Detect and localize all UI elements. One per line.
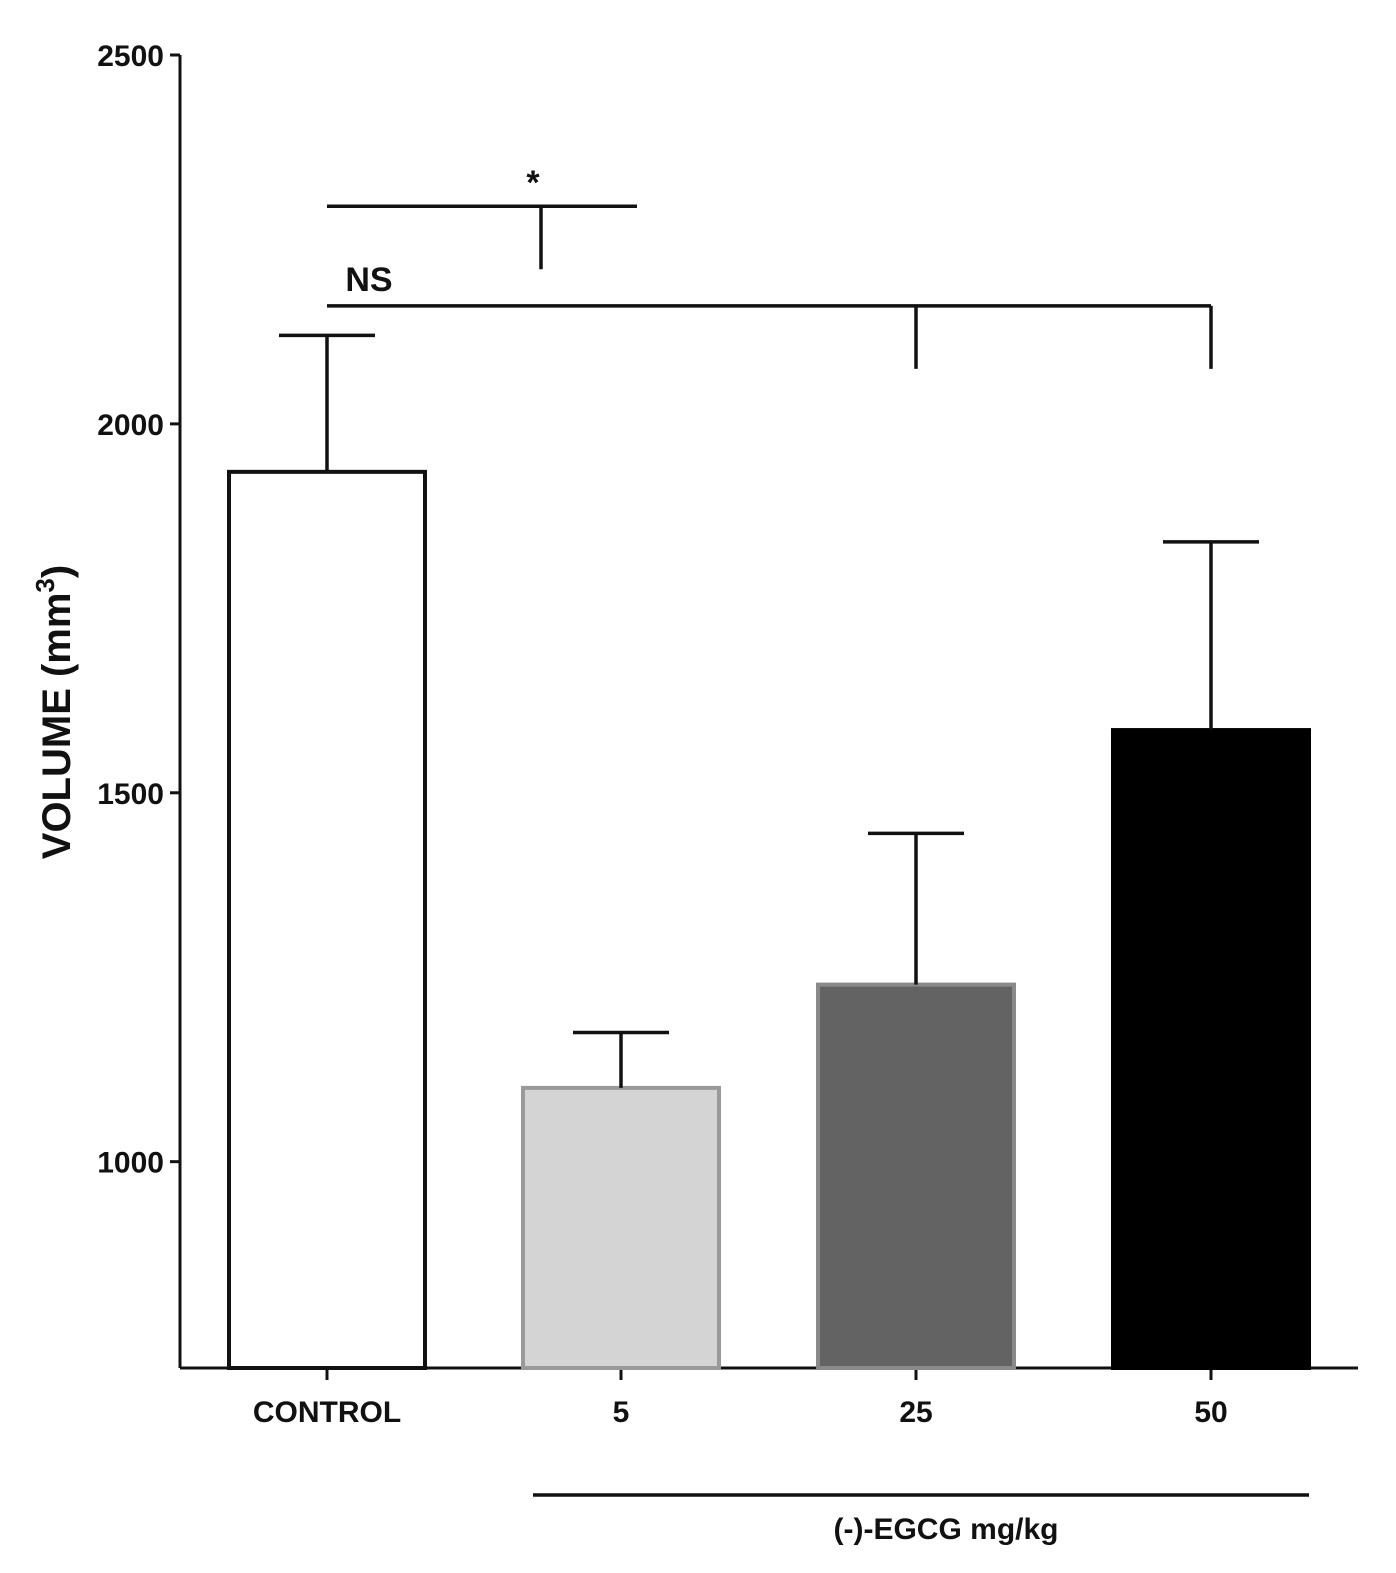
y-tick-label: 2000: [97, 409, 164, 442]
bar: [1111, 728, 1311, 1370]
x-tick-label: CONTROL: [253, 1396, 401, 1429]
significance-label: *: [526, 164, 540, 202]
bar: [227, 469, 427, 1371]
y-axis-title-close: ): [35, 565, 79, 578]
y-axis-title-main: VOLUME (mm: [35, 593, 79, 860]
x-tick-label: 5: [613, 1396, 630, 1429]
labels: CONTROL 5 25 50 VOLUME (mm3) (-)-EGCG mg/kg: [30, 565, 1309, 1546]
bar: [521, 1085, 721, 1371]
bars: [227, 469, 1311, 1371]
y-axis-title: VOLUME (mm3): [30, 565, 79, 859]
y-axis-title-superscript: 3: [30, 578, 60, 592]
y-tick-label: 1500: [97, 778, 164, 811]
group-label: (-)-EGCG mg/kg: [834, 1513, 1059, 1546]
x-tick-label: 50: [1194, 1396, 1227, 1429]
significance-annotations: * NS: [327, 164, 1213, 369]
x-tick-label: 25: [899, 1396, 932, 1429]
y-tick-label: 1000: [97, 1147, 164, 1180]
bar: [816, 982, 1016, 1370]
error-bars: [279, 333, 1259, 1088]
y-tick-label: 2500: [97, 40, 164, 73]
significance-label: NS: [345, 261, 392, 299]
